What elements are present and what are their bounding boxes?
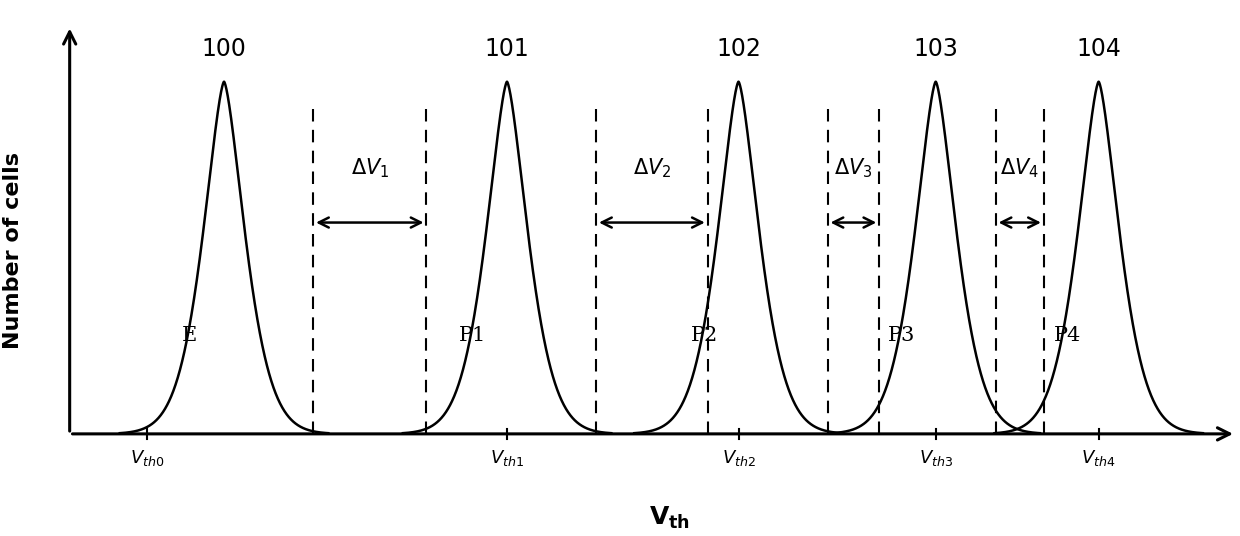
Text: 101: 101 <box>485 36 529 61</box>
Text: P3: P3 <box>888 326 915 345</box>
Text: $V_{th1}$: $V_{th1}$ <box>490 448 525 468</box>
Text: P1: P1 <box>459 326 486 345</box>
Text: P2: P2 <box>691 326 718 345</box>
Text: 100: 100 <box>202 36 247 61</box>
Text: 104: 104 <box>1076 36 1121 61</box>
Text: $V_{th0}$: $V_{th0}$ <box>130 448 164 468</box>
Text: $\Delta V_1$: $\Delta V_1$ <box>351 157 389 180</box>
Text: 102: 102 <box>715 36 761 61</box>
Text: $V_{th4}$: $V_{th4}$ <box>1081 448 1116 468</box>
Text: $V_{th3}$: $V_{th3}$ <box>919 448 952 468</box>
Text: $V_{th2}$: $V_{th2}$ <box>722 448 755 468</box>
Text: $\Delta V_4$: $\Delta V_4$ <box>1001 157 1039 180</box>
Text: $\mathbf{V_{th}}$: $\mathbf{V_{th}}$ <box>650 504 691 531</box>
Text: E: E <box>182 326 197 345</box>
Text: $\Delta V_3$: $\Delta V_3$ <box>835 157 873 180</box>
Text: Number of cells: Number of cells <box>2 152 24 349</box>
Text: 103: 103 <box>914 36 959 61</box>
Text: P4: P4 <box>1054 326 1081 345</box>
Text: $\Delta V_2$: $\Delta V_2$ <box>632 157 671 180</box>
